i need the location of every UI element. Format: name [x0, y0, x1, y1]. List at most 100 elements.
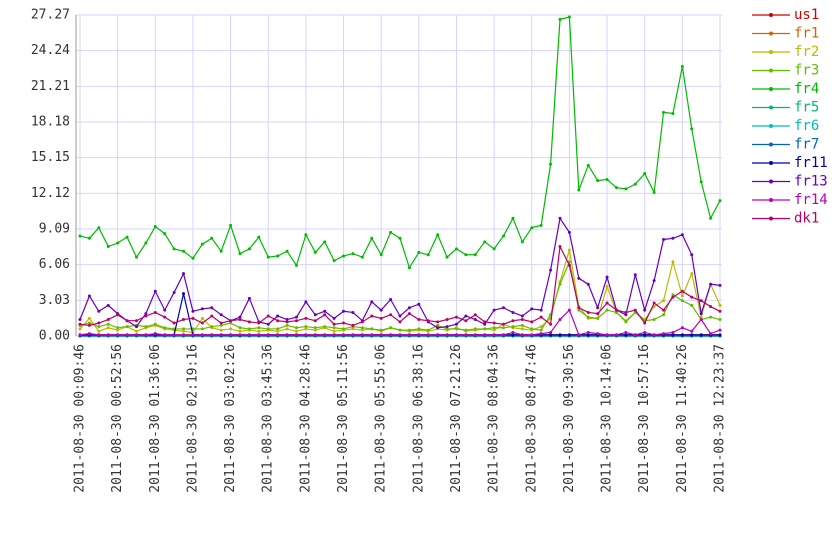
legend-label: fr2 — [794, 44, 819, 60]
data-point — [662, 237, 666, 241]
x-tick-label: 2011-08-30 08:47:46 — [524, 344, 539, 493]
data-point — [464, 333, 468, 337]
data-point — [454, 247, 458, 251]
data-point — [332, 326, 336, 330]
data-point — [266, 255, 270, 259]
data-point — [567, 230, 571, 234]
legend-swatch-dot — [769, 105, 773, 110]
data-point — [426, 328, 430, 332]
x-tick-label: 2011-08-30 09:30:56 — [562, 344, 577, 493]
data-point — [652, 318, 656, 322]
data-point — [266, 333, 270, 337]
data-point — [549, 322, 553, 326]
data-point — [200, 321, 204, 325]
data-point — [370, 327, 374, 331]
x-tick-label: 2011-08-30 10:14:06 — [600, 344, 615, 493]
series-line — [79, 216, 721, 329]
legend-label: us1 — [794, 7, 819, 23]
data-point — [605, 285, 609, 289]
data-point — [492, 326, 496, 330]
data-point — [539, 325, 543, 329]
y-tick-label: 18.18 — [31, 115, 70, 130]
data-point — [530, 320, 534, 324]
data-point — [285, 320, 289, 324]
data-point — [398, 328, 402, 332]
data-point — [699, 318, 703, 322]
data-point — [577, 188, 581, 192]
data-point — [398, 320, 402, 324]
data-point — [520, 327, 524, 331]
data-point — [87, 236, 91, 240]
data-point — [332, 322, 336, 326]
data-point — [342, 327, 346, 331]
data-point — [539, 315, 543, 319]
data-point — [134, 333, 138, 337]
data-point — [502, 234, 506, 238]
data-point — [172, 321, 176, 325]
data-point — [210, 325, 214, 329]
legend-swatch-dot — [769, 198, 773, 202]
legend-swatch-dot — [769, 142, 773, 147]
data-point — [502, 306, 506, 310]
data-point — [97, 325, 101, 329]
data-point — [200, 316, 204, 320]
data-point — [323, 240, 327, 244]
data-point — [106, 322, 110, 326]
legend-label: dk1 — [794, 211, 819, 227]
data-point — [276, 254, 280, 258]
data-point — [520, 314, 524, 318]
series-line — [79, 259, 721, 331]
data-point — [680, 326, 684, 330]
data-point — [247, 296, 251, 300]
data-point — [332, 329, 336, 333]
data-point — [643, 308, 647, 312]
data-point — [407, 306, 411, 310]
data-point — [464, 328, 468, 332]
data-point — [558, 17, 562, 21]
data-point — [492, 308, 496, 312]
data-point — [624, 187, 628, 191]
data-point — [605, 301, 609, 305]
data-point — [238, 315, 242, 319]
data-point — [389, 298, 393, 302]
data-point — [78, 322, 82, 326]
data-point — [577, 333, 581, 337]
data-point — [87, 316, 91, 320]
legend-label: fr4 — [794, 81, 819, 97]
data-point — [586, 330, 590, 334]
data-point — [586, 310, 590, 314]
data-point — [483, 322, 487, 326]
data-point — [219, 249, 223, 253]
data-point — [219, 313, 223, 317]
data-point — [445, 255, 449, 259]
legend-swatch-dot — [769, 124, 773, 128]
data-point — [511, 325, 515, 329]
data-point — [163, 326, 167, 330]
data-point — [709, 216, 713, 220]
data-point — [549, 333, 553, 337]
data-point — [257, 321, 261, 325]
data-point — [549, 268, 553, 272]
data-point — [473, 313, 477, 317]
data-point — [596, 179, 600, 183]
legend-swatch-dot — [769, 68, 773, 73]
data-point — [690, 295, 694, 299]
data-point — [238, 326, 242, 330]
data-point — [614, 186, 618, 190]
data-point — [483, 240, 487, 244]
data-point — [398, 314, 402, 318]
data-point — [125, 333, 129, 337]
x-tick-label: 2011-08-30 10:57:16 — [637, 344, 652, 493]
legend-swatch-dot — [769, 216, 773, 221]
data-point — [294, 319, 298, 323]
data-point — [596, 306, 600, 310]
data-point — [671, 330, 675, 334]
data-point — [530, 333, 534, 337]
data-point — [407, 328, 411, 332]
data-point — [125, 235, 129, 239]
data-point — [153, 332, 157, 336]
data-point — [313, 326, 317, 330]
data-point — [78, 234, 82, 238]
legend-label: fr5 — [794, 100, 819, 116]
data-point — [718, 309, 722, 313]
